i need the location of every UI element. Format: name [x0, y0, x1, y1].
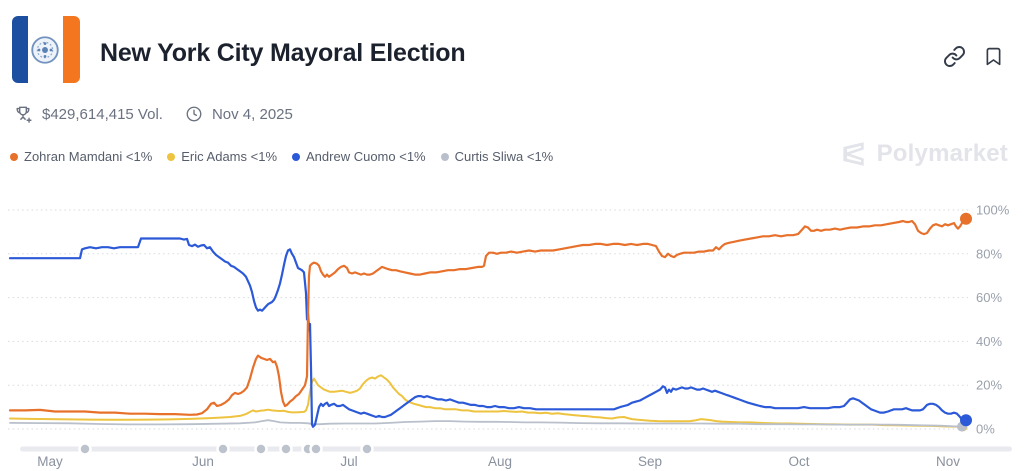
event-marker-dot[interactable] [216, 442, 230, 456]
event-marker-dot[interactable] [254, 442, 268, 456]
svg-text:Oct: Oct [788, 454, 809, 469]
volume-value: $429,614,415 Vol. [42, 105, 163, 123]
timeline-scrubber[interactable] [20, 442, 1012, 456]
event-marker-dot[interactable] [78, 442, 92, 456]
svg-text:40%: 40% [976, 334, 1002, 349]
end-date: Nov 4, 2025 [211, 105, 293, 123]
nyc-seal-icon [31, 35, 59, 64]
series-end-dot-andrew-cuomo [960, 414, 972, 427]
flag-blue-stripe [12, 16, 28, 83]
legend-item-sliwa: Curtis Sliwa <1% [440, 149, 554, 164]
clock-icon [186, 106, 202, 122]
event-marker-dot[interactable] [309, 442, 323, 456]
legend-label: Andrew Cuomo <1% [306, 149, 426, 164]
series-line-curtis-sliwa [9, 419, 963, 428]
series-line-zohran-mamdani [8, 217, 968, 416]
legend-label: Zohran Mamdani <1% [24, 149, 153, 164]
legend-dot-sliwa [440, 152, 449, 161]
polymarket-logo-icon [842, 142, 864, 166]
legend-dot-cuomo [292, 152, 301, 161]
svg-text:0%: 0% [976, 422, 995, 437]
bookmark-icon[interactable] [983, 44, 1004, 69]
series-lines [8, 212, 972, 432]
svg-text:Jul: Jul [340, 454, 357, 469]
svg-text:100%: 100% [976, 203, 1010, 218]
svg-text:80%: 80% [976, 246, 1002, 261]
event-marker-dot[interactable] [279, 442, 293, 456]
event-marker-dot[interactable] [360, 442, 374, 456]
chart-legend: Zohran Mamdani <1% Eric Adams <1% Andrew… [10, 149, 553, 164]
svg-text:Aug: Aug [488, 454, 512, 469]
series-line-andrew-cuomo [8, 237, 968, 428]
market-icon-nyc-flag [12, 16, 80, 83]
legend-item-mamdani: Zohran Mamdani <1% [10, 149, 152, 164]
scrubber-track[interactable] [20, 446, 1012, 452]
x-axis-labels: May Jun Jul Aug Sep Oct Nov [37, 454, 960, 469]
trophy-icon [16, 106, 32, 123]
copy-link-icon[interactable] [943, 45, 966, 68]
legend-label: Curtis Sliwa <1% [454, 149, 554, 164]
svg-text:May: May [37, 454, 63, 469]
flag-orange-stripe [62, 16, 80, 83]
series-end-dot-zohran-mamdani [960, 212, 972, 225]
market-meta: $429,614,415 Vol. Nov 4, 2025 [13, 104, 293, 124]
watermark-text: Polymarket [876, 140, 1008, 167]
y-axis-labels: 0% 20% 40% 60% 80% 100% [976, 203, 1010, 437]
svg-text:60%: 60% [976, 290, 1002, 305]
flag-white-stripe [27, 16, 63, 83]
polymarket-watermark[interactable]: Polymarket [838, 139, 1008, 169]
legend-dot-adams [167, 152, 176, 161]
legend-label: Eric Adams <1% [181, 149, 278, 164]
page-title: New York City Mayoral Election [100, 39, 466, 67]
legend-item-cuomo: Andrew Cuomo <1% [292, 149, 426, 164]
svg-text:20%: 20% [976, 378, 1002, 393]
svg-text:Jun: Jun [192, 454, 214, 469]
svg-text:Nov: Nov [936, 454, 960, 469]
legend-dot-mamdani [10, 152, 18, 161]
gridlines [8, 209, 968, 430]
series-line-eric-adams [9, 374, 964, 428]
svg-text:Sep: Sep [638, 454, 662, 469]
legend-item-adams: Eric Adams <1% [167, 149, 277, 164]
